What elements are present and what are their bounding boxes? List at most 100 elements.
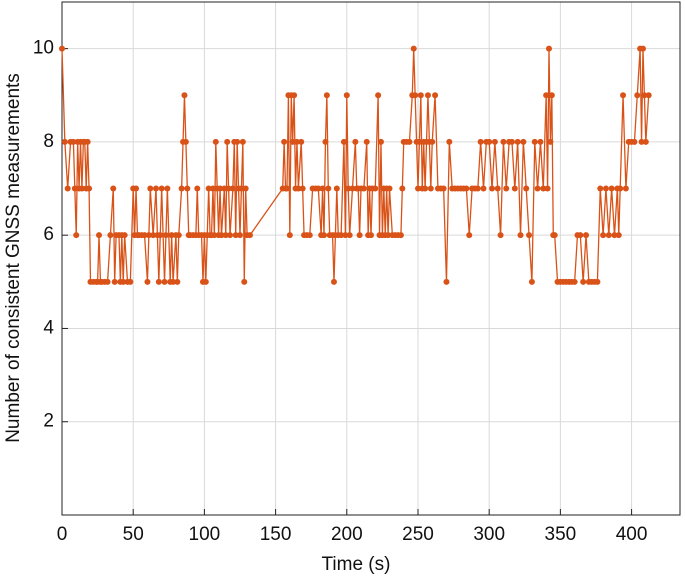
data-point [412,92,419,99]
x-tick-label: 350 [545,524,577,545]
data-point [571,278,578,285]
data-point [511,185,518,192]
data-point [548,92,555,99]
data-point [133,185,140,192]
data-point [298,138,305,145]
data-point [283,185,290,192]
data-point [406,138,413,145]
data-point [64,185,71,192]
data-point [293,138,300,145]
data-point [221,185,228,192]
data-point [342,232,349,239]
data-point [241,278,248,285]
data-point [537,138,544,145]
data-point [182,138,189,145]
data-point [157,232,164,239]
data-point [615,232,622,239]
data-point [162,232,169,239]
x-tick-label: 200 [331,524,363,545]
data-point [410,45,417,52]
data-point [96,232,103,239]
data-point [622,185,629,192]
data-point [205,185,212,192]
data-point [477,138,484,145]
data-point [600,232,607,239]
y-tick-label: 4 [43,317,54,338]
data-point [634,92,641,99]
data-point [174,278,181,285]
data-point [605,232,612,239]
data-point [414,185,421,192]
data-point [145,232,152,239]
data-point [500,138,507,145]
data-point [234,138,241,145]
data-point [107,232,114,239]
data-point [111,278,118,285]
data-point [427,185,434,192]
data-point [528,278,535,285]
data-point [491,138,498,145]
data-point [239,138,246,145]
data-point [121,232,128,239]
data-point [424,92,431,99]
data-point [325,185,332,192]
data-point [194,185,201,192]
data-point [349,185,356,192]
data-point [363,138,370,145]
y-tick-label: 2 [43,411,54,432]
data-point [594,278,601,285]
data-point [229,185,236,192]
data-point [120,278,127,285]
data-point [645,92,652,99]
data-point [474,185,481,192]
data-point [59,45,65,52]
data-point [638,138,645,145]
data-point [375,92,382,99]
data-point [508,138,515,145]
data-point [289,138,296,145]
data-point [345,185,352,192]
data-point [246,232,253,239]
data-point [321,232,328,239]
data-point [608,185,615,192]
data-point [534,185,541,192]
data-point [602,185,609,192]
data-point [377,138,384,145]
data-point [440,185,447,192]
x-tick-label: 250 [402,524,434,545]
data-point [416,138,423,145]
data-point [152,185,159,192]
data-point [164,185,171,192]
data-point [202,278,209,285]
plot-frame [61,1,681,516]
y-tick-label: 10 [33,38,54,59]
data-point [232,232,239,239]
data-point [227,232,234,239]
data-point [319,185,326,192]
data-point [466,232,473,239]
data-point [620,92,627,99]
data-point [352,138,359,145]
data-point [224,138,231,145]
data-point [520,138,527,145]
data-point [338,232,345,239]
data-point [295,185,302,192]
data-point [446,138,453,145]
x-tick-label: 50 [123,524,144,545]
data-point [322,138,329,145]
data-point [343,92,350,99]
data-point [639,45,646,52]
data-point [617,185,624,192]
data-point [432,92,439,99]
data-point [147,185,154,192]
data-point [417,92,424,99]
y-tick-label: 6 [43,224,54,245]
y-tick-label: 8 [43,131,54,152]
data-point [642,138,649,145]
data-point [104,278,111,285]
data-point [631,138,638,145]
data-point [73,232,80,239]
data-point [531,138,538,145]
